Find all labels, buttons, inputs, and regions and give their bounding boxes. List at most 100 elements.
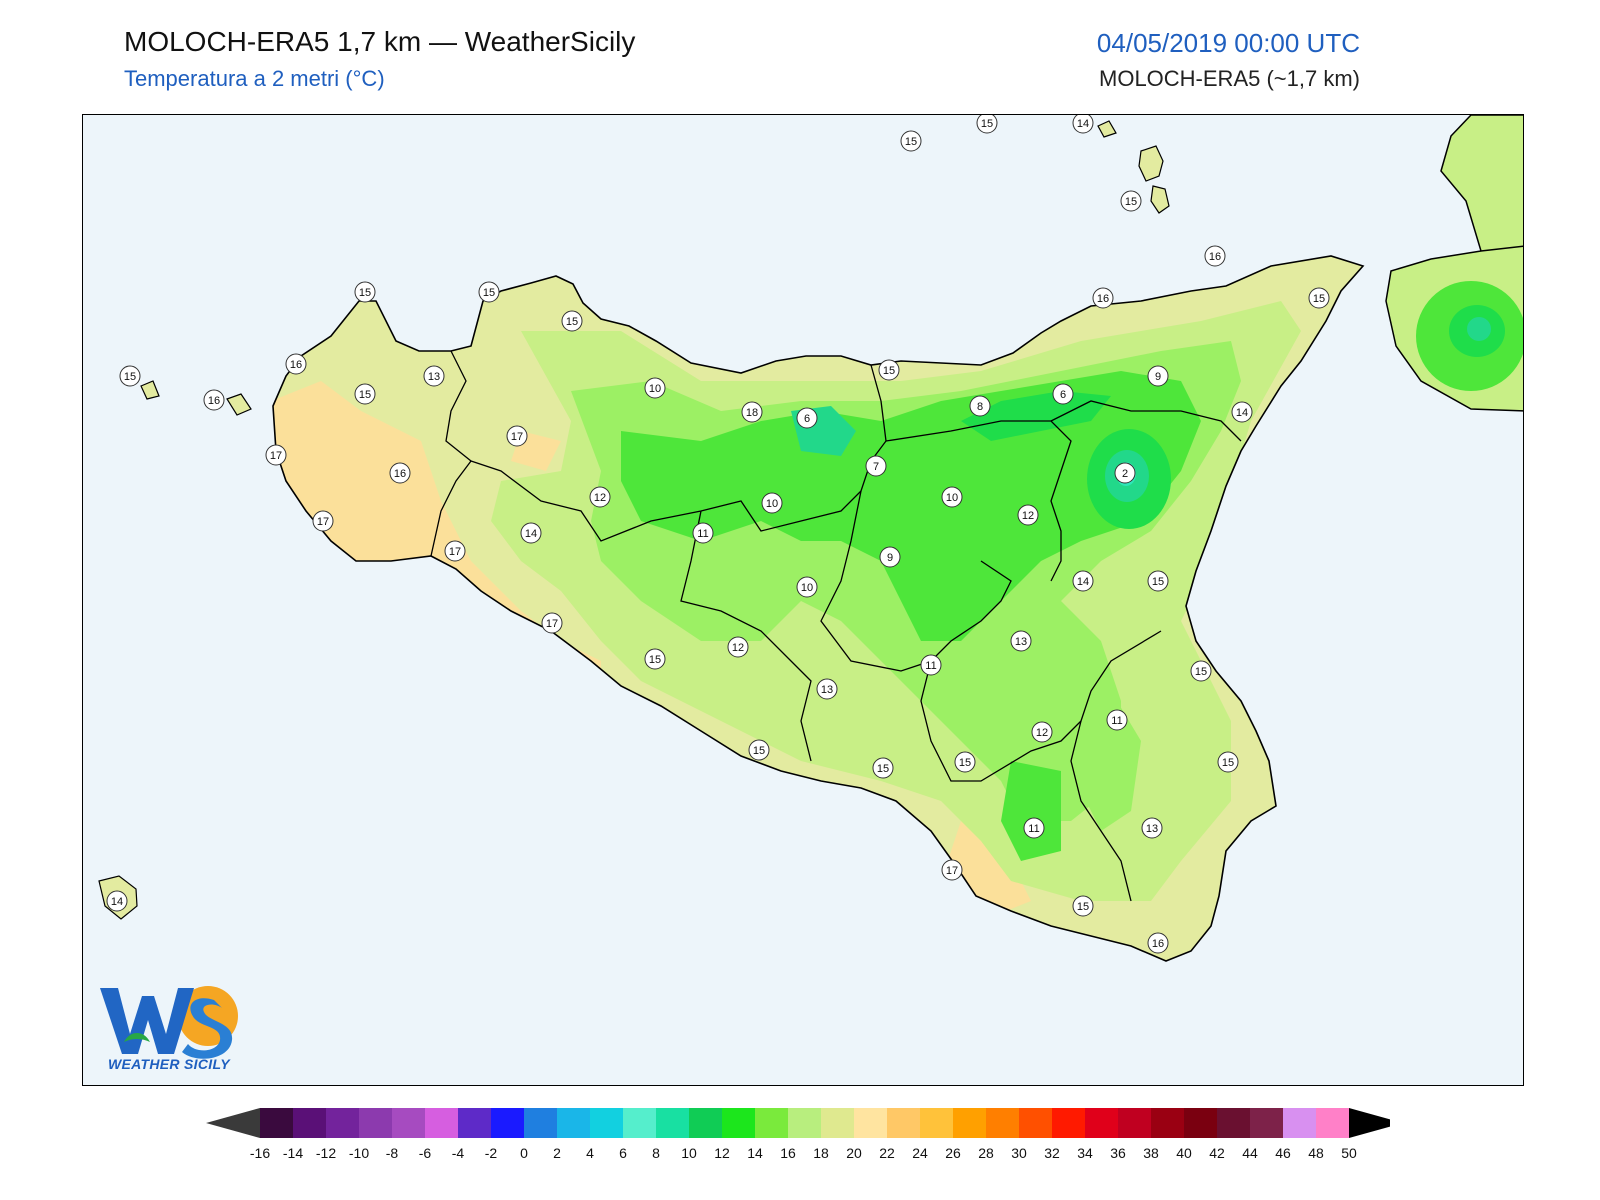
- temperature-label-marker: [106, 890, 128, 912]
- temperature-label-marker: [1308, 287, 1330, 309]
- colorbar-swatch: [1184, 1108, 1218, 1138]
- map-panel[interactable]: 15 15 14 15 16 16 15 15 15 15 15 16 13 16 15 10 18 6 15 6 8 9…: [82, 114, 1524, 1086]
- colorbar-tick-label: 26: [945, 1145, 961, 1161]
- temperature-label-value: 16: [208, 395, 220, 407]
- border-messina-catania: [1050, 400, 1242, 442]
- temperature-labels: 15 15 14 15 16 16 15 15 15 15 15 16 13 16 15 10 18 6 15 6 8 9…: [106, 115, 1330, 954]
- temperature-label: 15: [1147, 570, 1169, 592]
- temperature-label-marker: [1231, 401, 1253, 423]
- temperature-label-marker: [741, 401, 763, 423]
- colorbar-tick-label: 16: [780, 1145, 796, 1161]
- colorbar-tick-label: 8: [652, 1145, 660, 1161]
- colorbar-tick-label: -4: [452, 1145, 465, 1161]
- temperature-label: 17: [312, 510, 334, 532]
- temperature-label-value: 10: [649, 383, 661, 395]
- cold-iblei-core: [1001, 761, 1061, 861]
- temperature-label-value: 15: [566, 316, 578, 328]
- temperature-label-marker: [900, 130, 922, 152]
- temperature-label-value: 15: [981, 118, 993, 130]
- temperature-label-marker: [119, 365, 141, 387]
- temperature-label-value: 14: [525, 528, 537, 540]
- temperature-label: 10: [644, 377, 666, 399]
- temperature-label: 12: [1031, 721, 1053, 743]
- island-salina: [1138, 145, 1164, 182]
- temperature-label-marker: [520, 522, 542, 544]
- colorbar-tick-label: 0: [520, 1145, 528, 1161]
- temperature-label-marker: [872, 757, 894, 779]
- temperature-label: 18: [741, 401, 763, 423]
- temperature-label-value: 9: [1155, 371, 1161, 383]
- colorbar-swatch: [425, 1108, 459, 1138]
- colorbar-tick-label: 30: [1011, 1145, 1027, 1161]
- temperature-label: 12: [589, 486, 611, 508]
- temperature-label: 11: [1106, 709, 1128, 731]
- temperature-label-value: 16: [1097, 293, 1109, 305]
- temperature-label-marker: [1072, 570, 1094, 592]
- temperature-label-marker: [561, 310, 583, 332]
- temperature-label-marker: [444, 540, 466, 562]
- temperature-label: 2: [1114, 462, 1136, 484]
- temperature-label: 15: [872, 757, 894, 779]
- temperature-label: 13: [1010, 630, 1032, 652]
- temperature-label-value: 14: [1236, 407, 1248, 419]
- temperature-label: 15: [1072, 895, 1094, 917]
- colorbar-tick-label: 2: [553, 1145, 561, 1161]
- temperature-label: 15: [878, 359, 900, 381]
- temperature-label-marker: [312, 510, 334, 532]
- colorbar-tick-label: -8: [386, 1145, 399, 1161]
- temperature-label-value: 15: [124, 371, 136, 383]
- temperature-label-value: 6: [804, 413, 810, 425]
- temperature-label-marker: [1023, 817, 1045, 839]
- temperature-label: 13: [816, 678, 838, 700]
- temperature-label-value: 11: [925, 660, 936, 672]
- temperature-label-value: 13: [821, 684, 833, 696]
- colorbar-min-arrow: [206, 1108, 260, 1138]
- colorbar-tick-label: 28: [978, 1145, 994, 1161]
- temperature-label-value: 10: [766, 498, 778, 510]
- colorbar-swatch: [689, 1108, 723, 1138]
- temperature-label-value: 12: [1022, 510, 1034, 522]
- temperature-label: 15: [119, 365, 141, 387]
- temperature-label-value: 12: [1036, 727, 1048, 739]
- temperature-label-marker: [1217, 751, 1239, 773]
- variable-subtitle: Temperatura a 2 metri (°C): [124, 66, 385, 91]
- temperature-label: 17: [541, 612, 563, 634]
- temperature-label-marker: [761, 492, 783, 514]
- temperature-label-marker: [920, 654, 942, 676]
- colorbar-swatch: [986, 1108, 1020, 1138]
- temperature-label-marker: [941, 859, 963, 881]
- colorbar-swatch: [1085, 1108, 1119, 1138]
- temperature-label-value: 11: [1028, 823, 1039, 835]
- temperature-label-value: 17: [270, 450, 282, 462]
- island-vulcano: [1150, 185, 1170, 214]
- temperature-label-value: 15: [959, 757, 971, 769]
- border-ragusa-siracusa-north: [920, 630, 1162, 782]
- temperature-label: 16: [1092, 287, 1114, 309]
- temperature-label: 15: [1190, 660, 1212, 682]
- temperature-label-marker: [796, 576, 818, 598]
- temperature-label-marker: [1147, 365, 1169, 387]
- colorbar-swatch: [1052, 1108, 1086, 1138]
- temperature-label: 10: [761, 492, 783, 514]
- temperature-map: 15 15 14 15 16 16 15 15 15 15 15 16 13 16 15 10 18 6 15 6 8 9…: [98, 115, 1523, 962]
- colorbar-tick-label: 44: [1242, 1145, 1258, 1161]
- calabria-landmass: [1385, 115, 1523, 412]
- temperature-label-marker: [1204, 245, 1226, 267]
- border-ragusa-siracusa: [1070, 720, 1132, 902]
- island-stromboli: [1097, 120, 1117, 138]
- colorbar-swatch: [1118, 1108, 1152, 1138]
- temperature-label-value: 15: [883, 365, 895, 377]
- temperature-label-value: 17: [449, 546, 461, 558]
- colorbar-swatch: [557, 1108, 591, 1138]
- temperature-label: 15: [644, 648, 666, 670]
- temperature-label: 15: [900, 130, 922, 152]
- temperature-label-value: 7: [873, 461, 879, 473]
- temperature-label: 12: [1017, 504, 1039, 526]
- temperature-label-marker: [954, 751, 976, 773]
- temperature-label-value: 2: [1122, 468, 1128, 480]
- temperature-label-marker: [1072, 115, 1094, 134]
- temperature-label-value: 16: [290, 359, 302, 371]
- colorbar-swatch: [392, 1108, 426, 1138]
- temperature-label-marker: [1092, 287, 1114, 309]
- sicily-landmass: [272, 255, 1364, 962]
